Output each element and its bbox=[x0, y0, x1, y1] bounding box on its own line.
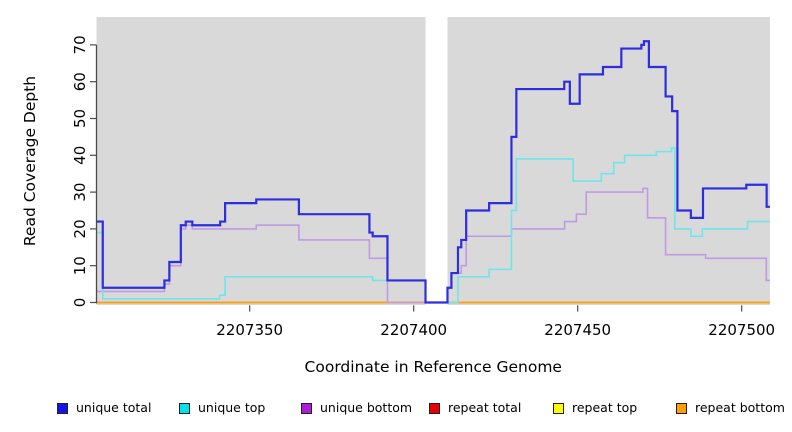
legend-label: repeat top bbox=[572, 400, 638, 416]
y-tick-label: 20 bbox=[71, 219, 89, 238]
legend-label: unique bottom bbox=[320, 400, 413, 416]
legend-swatch-repeat-bottom bbox=[676, 402, 687, 414]
x-tick-label: 2207450 bbox=[544, 321, 611, 339]
legend-swatch-unique-total bbox=[57, 402, 68, 414]
legend-swatch-repeat-total bbox=[429, 402, 440, 414]
legend-item-repeat-total: repeat total bbox=[429, 397, 521, 419]
legend-item-repeat-bottom: repeat bottom bbox=[676, 397, 785, 419]
y-axis-title: Read Coverage Depth bbox=[21, 76, 39, 246]
series-unique-total bbox=[96, 40, 770, 304]
x-axis: 2207350 2207400 2207450 2207500 bbox=[216, 305, 775, 339]
series-unique-top bbox=[96, 147, 770, 304]
masked-region-band bbox=[425, 17, 448, 305]
y-tick-label: 60 bbox=[71, 72, 89, 91]
legend-swatch-repeat-top bbox=[553, 402, 564, 414]
x-tick-label: 2207500 bbox=[708, 321, 775, 339]
coverage-depth-chart: 2207350 2207400 2207450 2207500 0 10 20 30 40 50… bbox=[21, 17, 775, 376]
legend-label: unique total bbox=[76, 400, 152, 416]
x-axis-title: Coordinate in Reference Genome bbox=[305, 358, 562, 376]
legend-item-unique-bottom: unique bottom bbox=[301, 397, 412, 419]
y-tick-label: 10 bbox=[71, 256, 89, 275]
y-tick-label: 40 bbox=[71, 146, 89, 165]
x-tick-label: 2207350 bbox=[216, 321, 283, 339]
legend-swatch-unique-bottom bbox=[301, 402, 312, 414]
legend-item-unique-top: unique top bbox=[179, 397, 265, 419]
y-tick-label: 70 bbox=[71, 35, 89, 54]
legend-label: unique top bbox=[198, 400, 266, 416]
y-tick-label: 50 bbox=[71, 109, 89, 128]
legend-item-unique-total: unique total bbox=[57, 397, 151, 419]
x-tick-label: 2207400 bbox=[380, 321, 447, 339]
legend: unique total unique top unique bottom re… bbox=[0, 397, 792, 423]
legend-swatch-unique-top bbox=[179, 402, 190, 414]
legend-label: repeat bottom bbox=[695, 400, 785, 416]
legend-item-repeat-top: repeat top bbox=[553, 397, 637, 419]
unique-series-group bbox=[96, 40, 770, 304]
y-axis: 0 10 20 30 40 50 60 70 bbox=[71, 35, 97, 307]
y-tick-label: 0 bbox=[71, 298, 89, 308]
legend-label: repeat total bbox=[448, 400, 522, 416]
y-tick-label: 30 bbox=[71, 183, 89, 202]
